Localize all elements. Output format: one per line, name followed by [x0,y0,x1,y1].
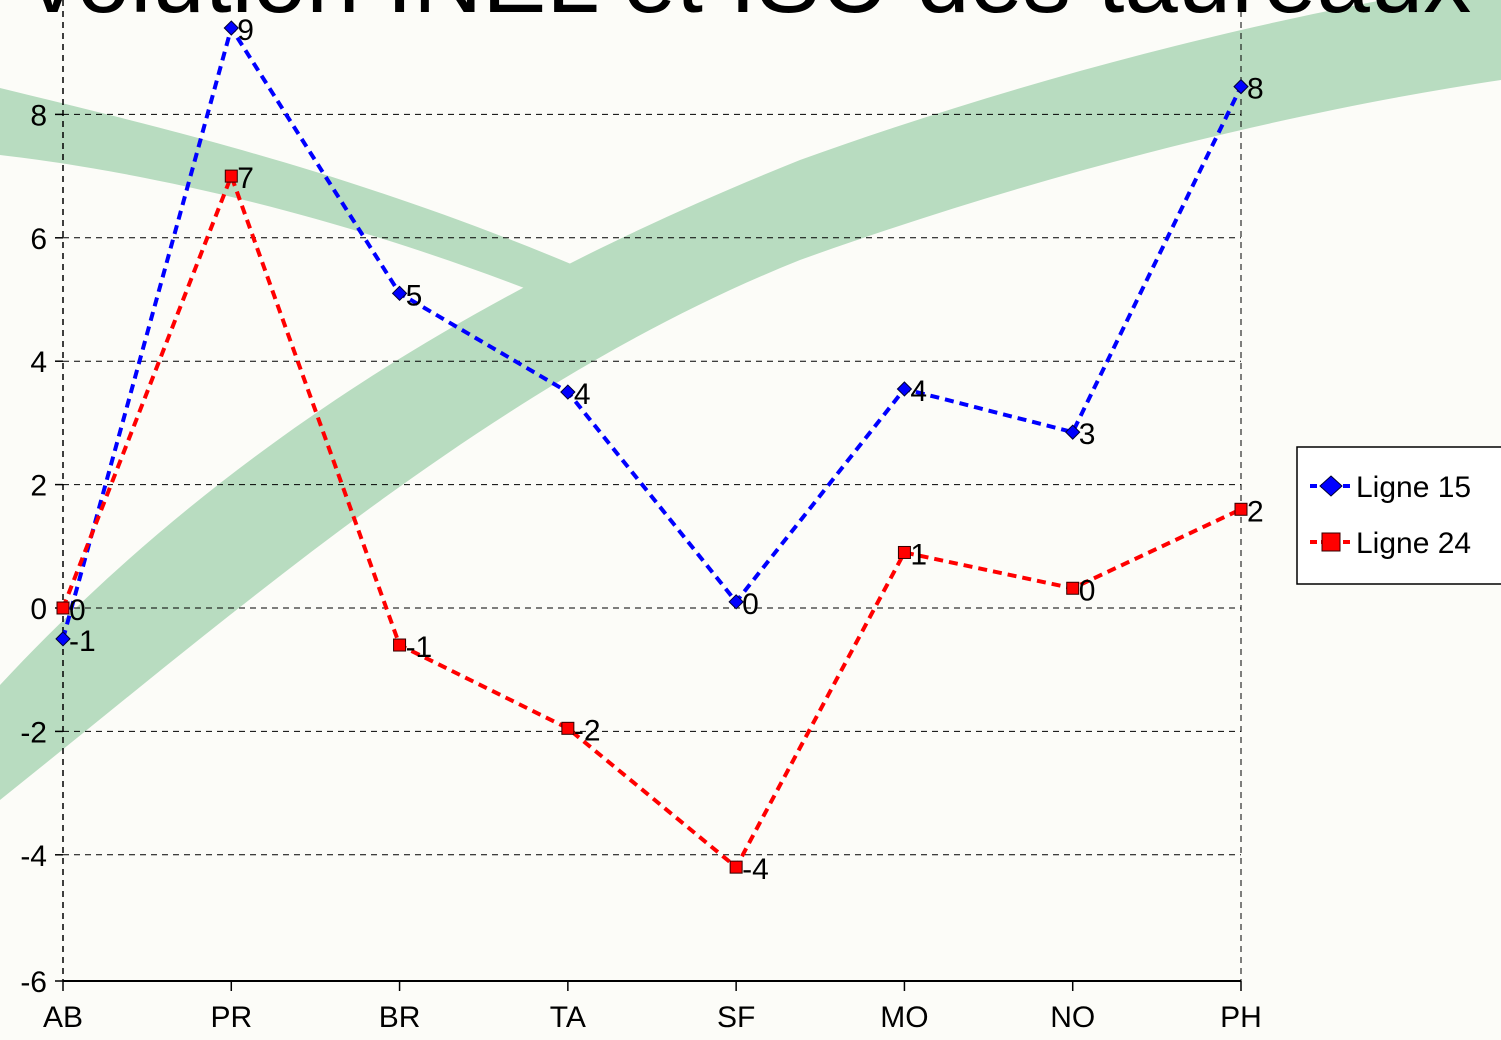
data-point [728,594,744,610]
legend-box [1296,446,1501,585]
data-label: 9 [237,14,254,47]
axes: -6 -4 -2 0 2 4 6 8 AB PR BR TA SF MO NO PH [20,0,1262,1034]
legend: Ligne 15 Ligne 24 [1296,446,1501,585]
y-tick-label: -6 [20,966,47,999]
data-point [56,601,70,615]
data-label: -2 [574,714,601,747]
series-line [61,23,1243,640]
data-label: 4 [574,378,591,411]
data-label: 1 [910,538,927,571]
data-label: 0 [742,588,759,621]
x-tick-label-ab: AB [43,1001,83,1034]
swoosh-upper [0,88,590,302]
data-point [391,285,408,302]
y-tick-label: 6 [30,223,47,256]
legend-marker [1321,532,1341,552]
chart-title: volution INEL et ISU des taureaux [29,0,1472,33]
y-tick-label: -4 [20,840,47,873]
data-label: 7 [237,162,254,195]
swoosh-lower [0,0,1501,800]
data-label: -1 [69,625,96,658]
data-point [561,721,575,735]
legend-item-2: Ligne 24 [1310,527,1471,560]
data-point [223,20,239,36]
y-tick-label: 8 [30,99,47,132]
data-point [560,384,576,400]
y-tick-label: 2 [30,470,47,503]
data-point [393,638,407,652]
data-point [729,860,743,874]
y-tick-label: 4 [30,346,47,379]
data-point [1066,581,1080,595]
data-label: 4 [910,375,927,408]
data-label: 2 [1247,495,1264,528]
data-label: 0 [69,594,86,627]
data-label: -1 [406,631,433,664]
series-2: 0 7 -1 -2 -4 1 0 2 [56,162,1264,886]
legend-item-1: Ligne 15 [1310,471,1471,504]
data-label: 3 [1079,418,1096,451]
x-tick-label-sf: SF [717,1001,755,1034]
data-point [224,169,238,183]
legend-marker [1319,475,1343,497]
data-point [896,381,913,397]
series-line [61,170,1242,871]
x-tick-label-pr: PR [210,1001,252,1034]
x-tick-label-ph: PH [1220,1001,1262,1034]
series-1: -1 9 5 4 0 4 3 8 [55,14,1264,658]
x-tick-label-br: BR [379,1001,421,1034]
y-tick-label: 0 [30,593,47,626]
series-layer: -1 9 5 4 0 4 3 8 0 7 -1 -2 -4 1 0 2 [55,14,1264,886]
data-label: 0 [1079,574,1096,607]
legend-label: Ligne 15 [1356,471,1471,504]
gridlines [63,0,1242,981]
data-point [1233,78,1249,95]
decorative-swoosh [0,0,1501,800]
data-point [55,631,71,647]
data-label: -4 [742,853,769,886]
y-tick-label: -2 [20,716,47,749]
legend-label: Ligne 24 [1356,527,1471,560]
data-point [897,545,911,559]
data-point [1234,502,1248,516]
data-label: 5 [406,279,423,312]
x-tick-label-mo: MO [880,1001,928,1034]
data-label: 8 [1247,73,1264,106]
x-tick-label-no: NO [1050,1001,1095,1034]
x-tick-label-ta: TA [550,1001,586,1034]
data-point [1065,424,1081,440]
